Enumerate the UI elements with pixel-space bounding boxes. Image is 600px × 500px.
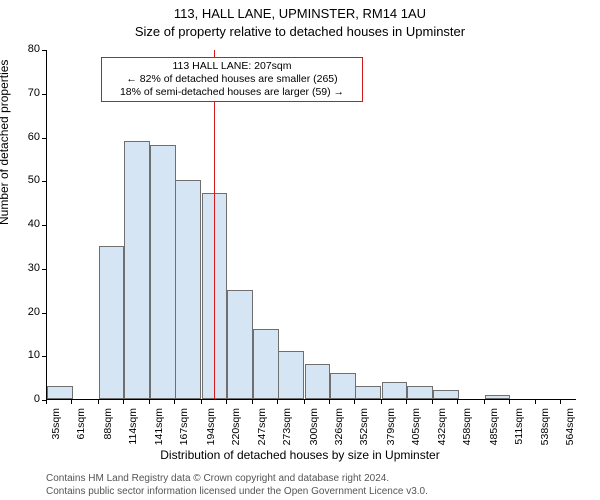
- x-tick-label: 114sqm: [127, 408, 139, 452]
- histogram-bar: [227, 290, 253, 399]
- annotation-box: 113 HALL LANE: 207sqm ← 82% of detached …: [101, 57, 363, 102]
- y-tick-label: 10: [10, 349, 40, 361]
- x-tick-label: 141sqm: [153, 408, 165, 452]
- histogram-bar: [355, 386, 381, 399]
- x-tick-mark: [71, 400, 72, 404]
- x-tick-label: 458sqm: [461, 408, 473, 452]
- x-tick-label: 273sqm: [281, 408, 293, 452]
- y-tick-mark: [42, 94, 46, 95]
- y-tick-label: 50: [10, 174, 40, 186]
- x-tick-mark: [484, 400, 485, 404]
- histogram-bar: [407, 386, 433, 399]
- annotation-line-1: 113 HALL LANE: 207sqm: [106, 60, 358, 73]
- histogram-bar: [278, 351, 304, 399]
- footer-line-1: Contains HM Land Registry data © Crown c…: [46, 473, 389, 484]
- y-tick-label: 0: [10, 393, 40, 405]
- x-tick-mark: [535, 400, 536, 404]
- x-tick-mark: [201, 400, 202, 404]
- histogram-bar: [382, 382, 408, 400]
- x-tick-label: 352sqm: [358, 408, 370, 452]
- y-tick-label: 80: [10, 43, 40, 55]
- x-tick-mark: [406, 400, 407, 404]
- x-tick-mark: [149, 400, 150, 404]
- x-tick-label: 35sqm: [50, 408, 62, 452]
- histogram-bar: [253, 329, 279, 399]
- y-tick-mark: [42, 313, 46, 314]
- x-tick-label: 564sqm: [564, 408, 576, 452]
- x-tick-mark: [226, 400, 227, 404]
- x-tick-mark: [381, 400, 382, 404]
- x-tick-label: 379sqm: [385, 408, 397, 452]
- annotation-line-2: ← 82% of detached houses are smaller (26…: [106, 73, 358, 86]
- x-tick-mark: [174, 400, 175, 404]
- x-tick-label: 194sqm: [205, 408, 217, 452]
- x-tick-label: 485sqm: [488, 408, 500, 452]
- y-tick-mark: [42, 225, 46, 226]
- x-tick-mark: [304, 400, 305, 404]
- x-tick-label: 220sqm: [230, 408, 242, 452]
- x-tick-mark: [457, 400, 458, 404]
- y-tick-label: 70: [10, 87, 40, 99]
- histogram-bar: [47, 386, 73, 399]
- x-tick-mark: [252, 400, 253, 404]
- histogram-bar: [124, 141, 150, 399]
- x-tick-label: 61sqm: [75, 408, 87, 452]
- x-tick-mark: [98, 400, 99, 404]
- x-tick-mark: [46, 400, 47, 404]
- x-tick-mark: [329, 400, 330, 404]
- chart-title-main: 113, HALL LANE, UPMINSTER, RM14 1AU: [0, 6, 600, 21]
- histogram-bar: [433, 390, 459, 399]
- x-tick-label: 300sqm: [308, 408, 320, 452]
- y-tick-mark: [42, 356, 46, 357]
- x-tick-label: 326sqm: [333, 408, 345, 452]
- y-tick-label: 40: [10, 218, 40, 230]
- x-tick-mark: [432, 400, 433, 404]
- histogram-bar: [305, 364, 331, 399]
- y-tick-mark: [42, 269, 46, 270]
- y-tick-mark: [42, 50, 46, 51]
- x-tick-label: 432sqm: [436, 408, 448, 452]
- histogram-bar: [99, 246, 125, 399]
- y-tick-label: 20: [10, 306, 40, 318]
- x-tick-mark: [509, 400, 510, 404]
- x-tick-label: 247sqm: [256, 408, 268, 452]
- x-axis-label: Distribution of detached houses by size …: [0, 448, 600, 462]
- plot-area: [46, 50, 576, 400]
- x-tick-label: 167sqm: [178, 408, 190, 452]
- histogram-bar: [485, 395, 511, 399]
- annotation-line-3: 18% of semi-detached houses are larger (…: [106, 86, 358, 99]
- x-tick-mark: [354, 400, 355, 404]
- chart-title-sub: Size of property relative to detached ho…: [0, 24, 600, 39]
- y-tick-label: 30: [10, 262, 40, 274]
- x-tick-label: 405sqm: [410, 408, 422, 452]
- histogram-bar: [150, 145, 176, 399]
- footer-line-2: Contains public sector information licen…: [46, 486, 428, 497]
- x-tick-label: 538sqm: [539, 408, 551, 452]
- x-tick-mark: [123, 400, 124, 404]
- y-tick-mark: [42, 181, 46, 182]
- x-tick-mark: [277, 400, 278, 404]
- x-tick-mark: [560, 400, 561, 404]
- x-tick-label: 511sqm: [513, 408, 525, 452]
- y-tick-label: 60: [10, 131, 40, 143]
- histogram-bar: [330, 373, 356, 399]
- x-tick-label: 88sqm: [102, 408, 114, 452]
- y-tick-mark: [42, 138, 46, 139]
- property-size-histogram: 113, HALL LANE, UPMINSTER, RM14 1AU Size…: [0, 0, 600, 500]
- histogram-bar: [175, 180, 201, 399]
